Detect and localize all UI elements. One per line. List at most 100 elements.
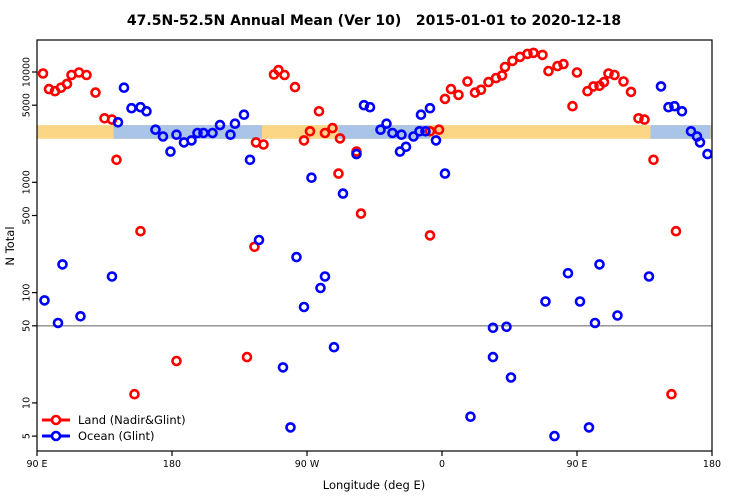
ocean-point xyxy=(225,129,236,140)
land-point xyxy=(241,351,253,363)
land-point xyxy=(439,93,451,105)
land-point xyxy=(571,67,583,78)
legend-item-land: Land (Nadir&Glint) xyxy=(42,413,186,427)
y-tick-label: 500 xyxy=(22,206,33,224)
ocean-point xyxy=(439,168,451,179)
ocean-point xyxy=(487,322,499,334)
ocean-point xyxy=(583,422,595,433)
land-point xyxy=(249,241,260,253)
ocean-point xyxy=(540,296,551,307)
ocean-point xyxy=(655,81,667,92)
land-point xyxy=(334,133,346,144)
ocean-point xyxy=(676,106,688,117)
y-axis-title: N Total xyxy=(3,226,17,265)
ocean-point xyxy=(229,118,241,129)
ocean-point xyxy=(594,259,605,270)
ocean-point xyxy=(57,259,68,270)
land-point xyxy=(567,100,578,112)
land-point xyxy=(81,69,92,81)
x-tick-label: 90 E xyxy=(566,459,587,470)
y-tick-label: 100 xyxy=(22,284,33,302)
land-point xyxy=(433,124,445,135)
ocean-point xyxy=(589,317,601,329)
land-point xyxy=(496,70,508,81)
legend-land-circle-icon xyxy=(50,414,62,426)
ocean-point xyxy=(238,109,250,120)
ocean-point xyxy=(685,126,697,137)
land-point xyxy=(279,69,290,81)
ocean-point xyxy=(420,126,431,137)
ocean-point xyxy=(702,148,712,160)
land-point xyxy=(603,68,614,79)
ocean-point xyxy=(328,341,340,353)
ocean-point xyxy=(157,131,169,142)
ocean-point xyxy=(52,317,64,329)
land-point xyxy=(319,127,331,139)
land-point xyxy=(483,76,494,88)
ocean-point xyxy=(285,422,296,433)
legend-ocean-label: Ocean (Glint) xyxy=(78,429,155,443)
x-tick-label: 180 xyxy=(163,459,181,470)
ocean-point xyxy=(549,430,560,442)
land-point xyxy=(648,154,659,166)
land-point xyxy=(666,388,677,400)
x-tick-label: 180 xyxy=(703,459,721,470)
land-point xyxy=(522,48,533,60)
land-point xyxy=(61,78,73,90)
land-point xyxy=(90,87,101,98)
ocean-point xyxy=(430,135,442,146)
land-point xyxy=(588,81,599,92)
land-point xyxy=(129,388,140,400)
land-point xyxy=(618,76,629,87)
ocean-point xyxy=(165,146,176,157)
ocean-point xyxy=(663,101,674,113)
legend: Land (Nadir&Glint) Ocean (Glint) xyxy=(42,413,186,443)
ocean-point xyxy=(400,141,412,153)
ocean-point xyxy=(364,101,376,113)
land-point xyxy=(625,86,637,98)
land-point xyxy=(355,208,367,219)
ocean-point xyxy=(501,321,512,333)
ocean-point xyxy=(396,129,407,140)
y-tick-label: 5 xyxy=(22,433,33,439)
ocean-point xyxy=(75,310,86,322)
ocean-point xyxy=(277,362,289,373)
ocean-point xyxy=(337,188,349,199)
land-point xyxy=(298,135,310,146)
ocean-point xyxy=(298,301,310,313)
legend-ocean-circle-icon xyxy=(50,430,62,442)
ocean-point xyxy=(694,137,706,148)
land-point xyxy=(37,68,49,79)
x-axis-title: Longitude (deg E) xyxy=(323,478,425,492)
ocean-point xyxy=(612,310,623,321)
land-point xyxy=(462,76,473,87)
ocean-point xyxy=(253,234,265,246)
land-point xyxy=(598,76,610,88)
land-point xyxy=(558,58,569,70)
ocean-point xyxy=(112,117,124,128)
ocean-point xyxy=(244,154,256,166)
land-point xyxy=(171,355,182,367)
y-tick-label: 50 xyxy=(22,320,33,332)
ocean-point xyxy=(375,124,386,135)
data-points xyxy=(37,47,712,442)
land-point xyxy=(289,81,301,93)
land-point xyxy=(327,122,338,134)
ocean-point xyxy=(214,119,226,131)
ocean-point xyxy=(118,82,130,93)
ocean-point xyxy=(207,127,218,139)
land-point xyxy=(543,65,554,77)
ocean-point xyxy=(487,351,499,363)
mean-bands xyxy=(37,125,712,139)
ocean-point xyxy=(351,148,362,160)
ocean-point xyxy=(574,296,586,307)
land-point xyxy=(135,225,146,237)
land-point xyxy=(111,154,122,166)
land-point xyxy=(258,139,269,150)
ocean-point xyxy=(141,106,152,117)
land-point xyxy=(528,47,539,59)
land-point xyxy=(313,106,325,117)
ocean-point xyxy=(192,127,203,139)
